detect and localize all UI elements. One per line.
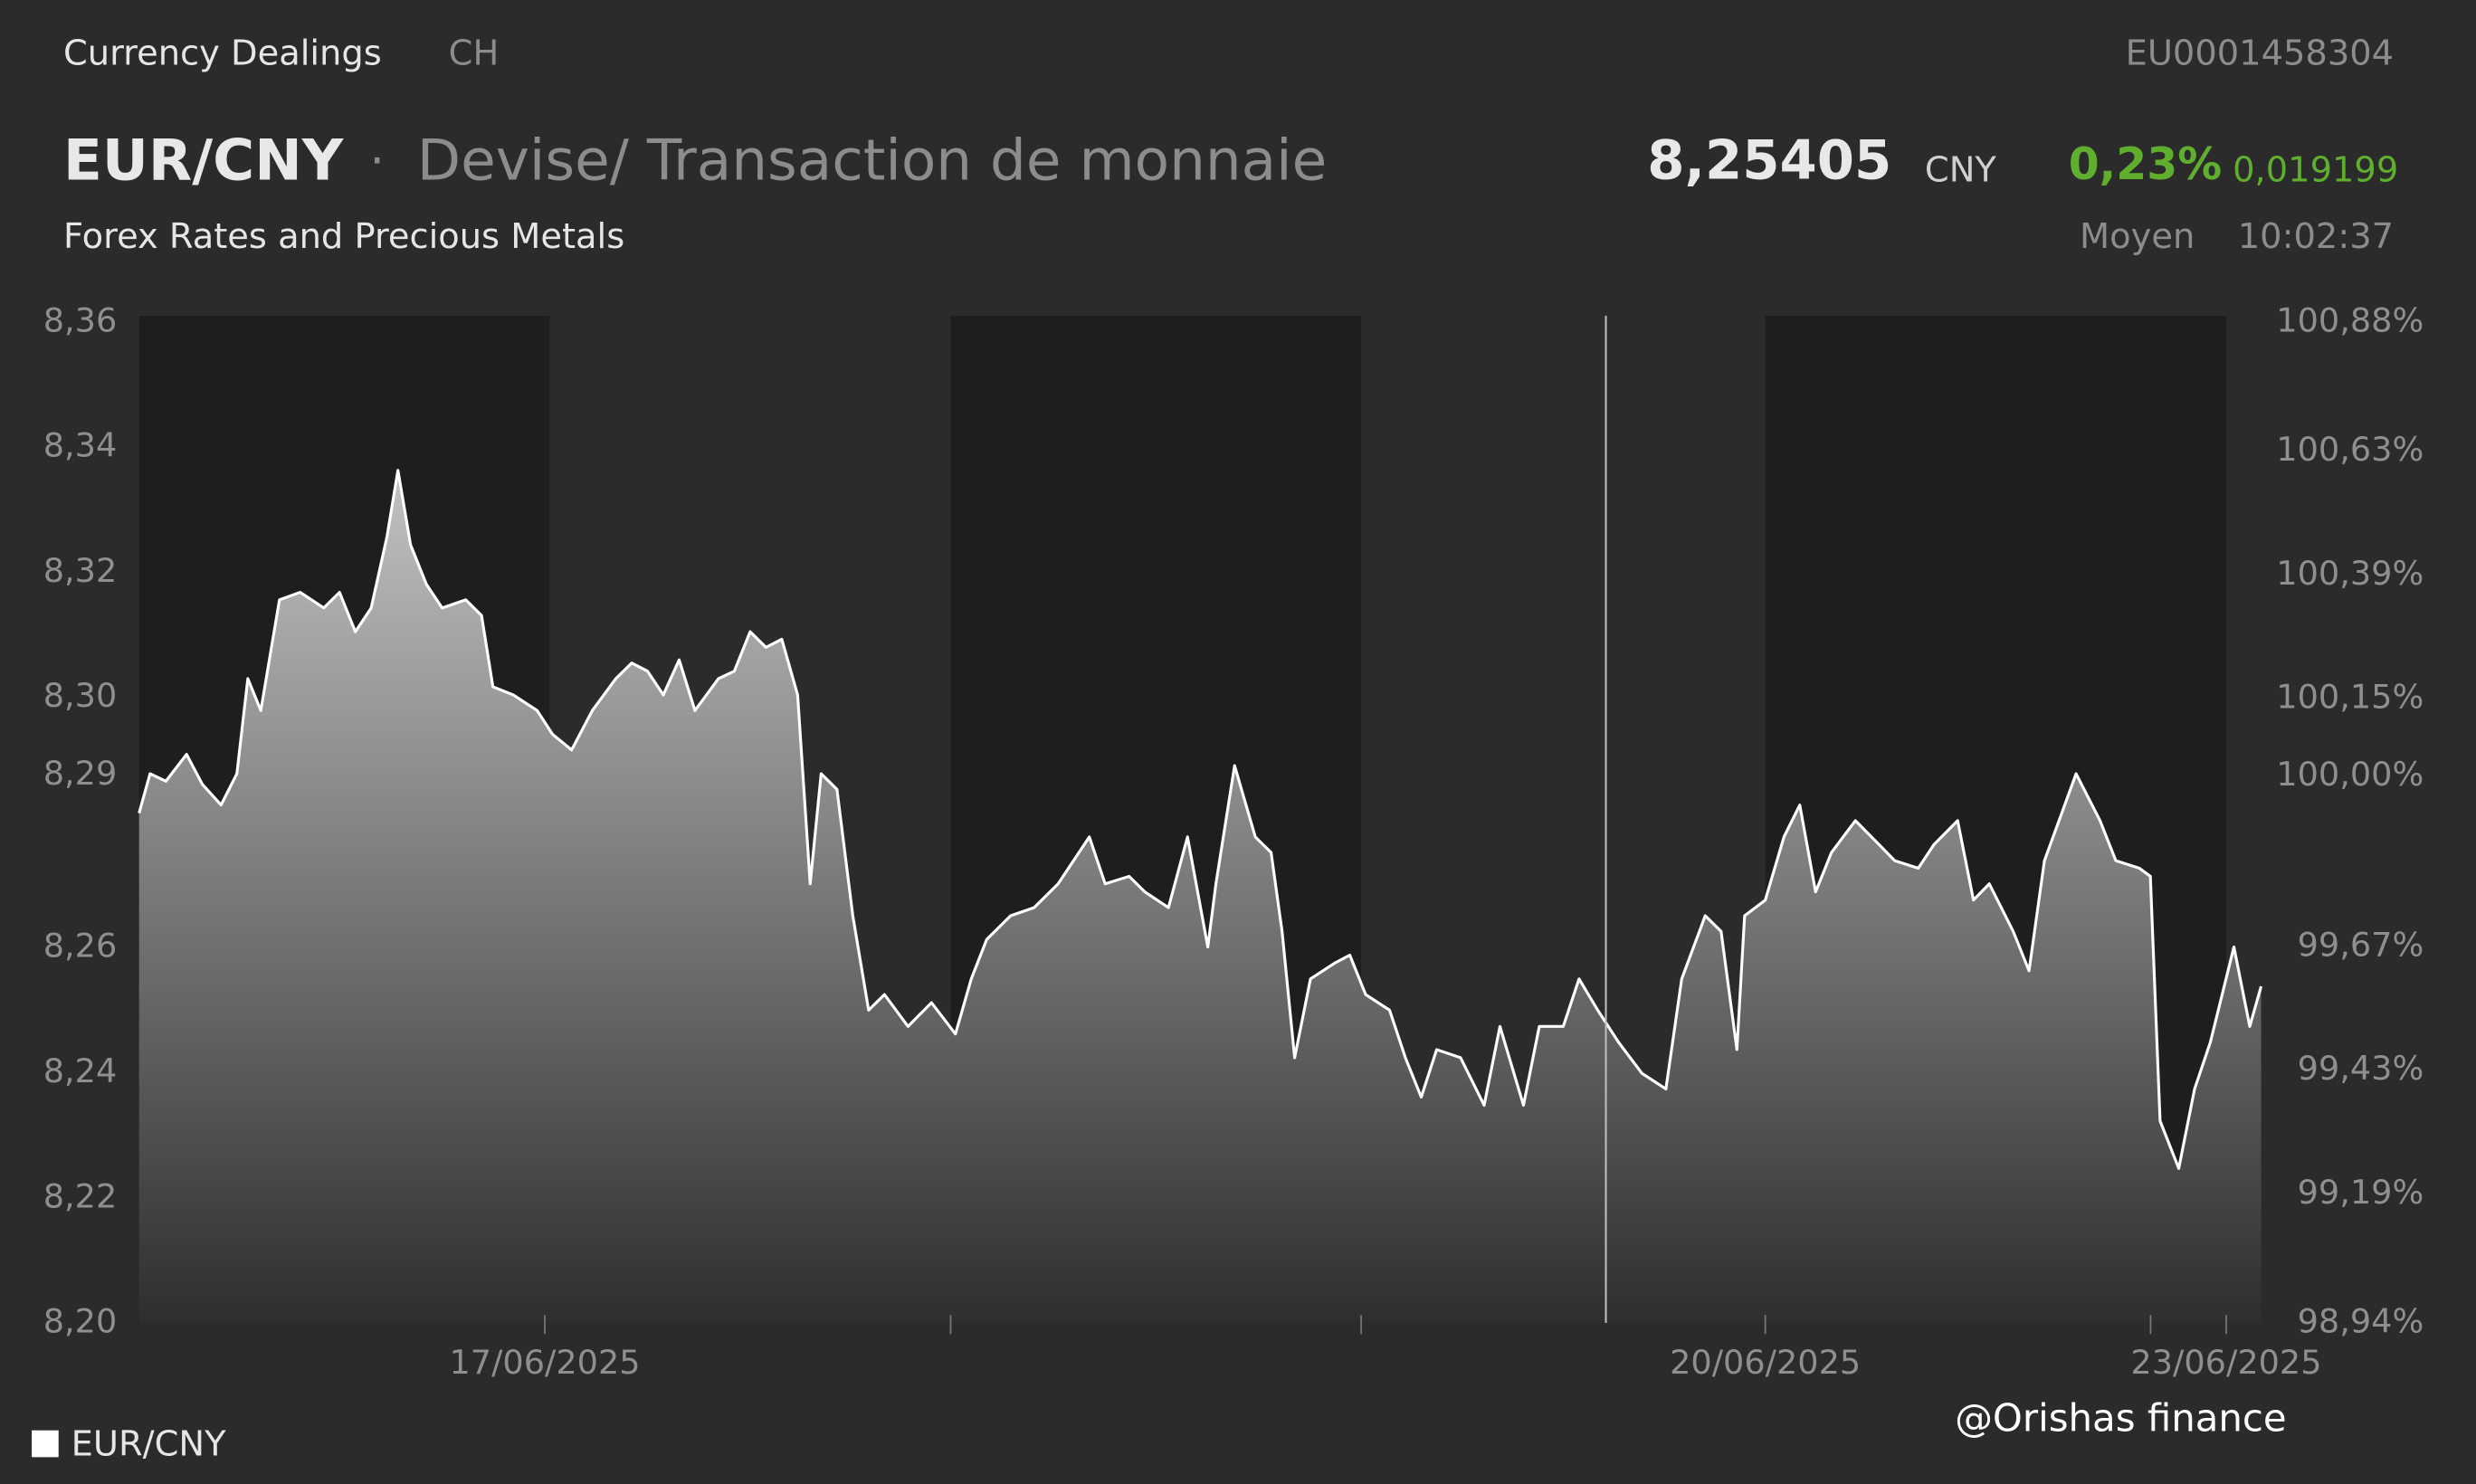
currency: CNY (1925, 150, 1997, 191)
y2-tick-label: 100,63% (2276, 430, 2424, 469)
y2-tick-label: 99,19% (2298, 1173, 2424, 1212)
exchange: CH (449, 33, 500, 74)
y-tick-label: 8,26 (43, 927, 118, 966)
y-tick-label: 8,24 (43, 1051, 118, 1090)
x-tick-label: 23/06/2025 (2130, 1343, 2321, 1382)
x-tick-label: 20/06/2025 (1670, 1343, 1861, 1382)
y2-tick-label: 100,39% (2276, 554, 2424, 593)
price-type: Moyen (2080, 216, 2195, 257)
watermark: @Orishas finance (1955, 1396, 2287, 1441)
source: Currency Dealings (63, 33, 382, 74)
plot (138, 469, 2263, 1324)
isin: EU0001458304 (2126, 33, 2395, 74)
y2-tick-label: 98,94% (2298, 1302, 2424, 1341)
legend-label[interactable]: EUR/CNY (71, 1424, 226, 1465)
x-tick-label: 17/06/2025 (449, 1343, 640, 1382)
y2-tick-label: 99,43% (2298, 1049, 2424, 1088)
y-tick-label: 8,36 (43, 300, 118, 339)
y-tick-label: 8,34 (43, 426, 118, 465)
change-pct: 0,23% (2069, 138, 2222, 190)
y-tick-label: 8,32 (43, 551, 118, 590)
y2-tick-label: 99,67% (2298, 925, 2424, 964)
y2-tick-label: 100,88% (2276, 300, 2424, 339)
price: 8,25405 (1647, 129, 1891, 192)
y-tick-label: 8,22 (43, 1176, 118, 1215)
y2-tick-label: 100,15% (2276, 678, 2424, 717)
symbol: EUR/CNY (63, 128, 345, 194)
description: Devise/ Transaction de monnaie (417, 128, 1327, 194)
change-abs: 0,019199 (2233, 150, 2398, 191)
y2-tick-label: 100,00% (2276, 755, 2424, 794)
time: 10:02:37 (2238, 216, 2394, 257)
price-line (138, 469, 2263, 1170)
legend-swatch (32, 1430, 59, 1458)
category: Forex Rates and Precious Metals (63, 216, 624, 257)
separator: · (369, 133, 385, 188)
y-tick-label: 8,30 (43, 676, 118, 715)
y-tick-label: 8,29 (43, 754, 118, 793)
y-tick-label: 8,20 (43, 1302, 118, 1341)
